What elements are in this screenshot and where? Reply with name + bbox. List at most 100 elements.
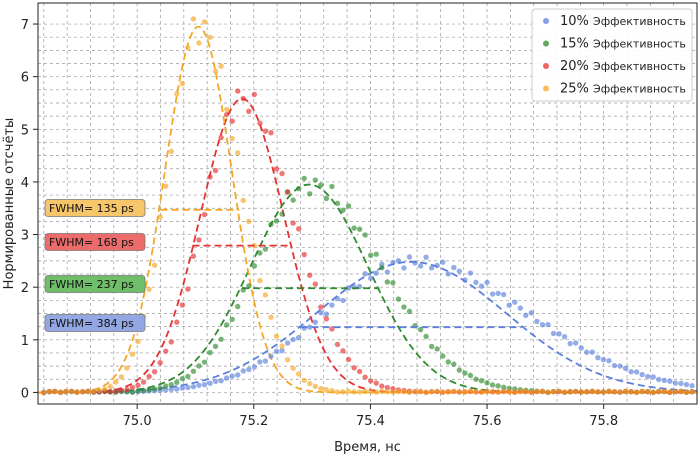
data-point (246, 366, 252, 373)
data-point (395, 258, 402, 264)
data-point (251, 91, 258, 98)
data-point (41, 389, 47, 396)
data-point (74, 389, 80, 395)
data-point (102, 386, 108, 392)
data-point (257, 250, 263, 256)
fwhm-lines (160, 208, 523, 329)
data-point (174, 386, 180, 392)
data-point (645, 373, 651, 380)
data-point (207, 380, 213, 386)
data-point (517, 305, 523, 311)
data-point (473, 376, 479, 382)
data-point (584, 389, 590, 395)
data-point (312, 281, 318, 287)
data-point (68, 388, 75, 395)
data-point (262, 246, 269, 252)
data-point (556, 331, 562, 337)
fwhm-badge-label: FWHM= 384 ps (49, 317, 134, 330)
data-point (428, 343, 435, 350)
data-point (229, 118, 235, 124)
data-point (323, 311, 330, 317)
data-point (351, 365, 357, 371)
plot-frame (37, 2, 698, 405)
data-point (395, 388, 402, 395)
data-point (384, 269, 391, 275)
data-point (390, 280, 396, 286)
data-point (323, 195, 330, 202)
data-point (223, 322, 230, 328)
data-point (467, 388, 474, 395)
data-point (151, 386, 158, 392)
legend-entry: 20% Эффективность (560, 59, 686, 74)
data-point (212, 343, 219, 349)
data-point (201, 19, 208, 25)
data-point (445, 389, 451, 395)
data-point (218, 336, 224, 342)
legend-marker (543, 63, 549, 69)
data-point (157, 360, 163, 366)
data-point (484, 279, 490, 286)
data-point (622, 365, 629, 372)
data-point (79, 389, 86, 395)
data-point (428, 265, 435, 271)
data-point (401, 265, 407, 271)
data-point (406, 389, 413, 396)
data-point (633, 389, 640, 395)
data-point (473, 279, 479, 286)
data-point (163, 183, 169, 189)
data-point (368, 378, 374, 384)
data-point (90, 388, 97, 395)
data-point (257, 120, 263, 126)
data-point (146, 373, 152, 380)
data-point (500, 291, 507, 298)
data-point (196, 237, 202, 243)
data-point (672, 380, 679, 386)
data-point (118, 387, 125, 394)
data-point (689, 383, 695, 389)
data-point (185, 286, 191, 292)
data-point (645, 388, 651, 395)
x-tick-label: 75.8 (589, 414, 618, 429)
data-point (229, 135, 235, 142)
data-point (445, 359, 451, 365)
data-point (390, 259, 396, 266)
data-point (500, 384, 507, 390)
data-point (168, 339, 174, 345)
data-point (417, 326, 424, 333)
data-point (661, 388, 668, 395)
data-point (451, 264, 457, 271)
data-point (273, 348, 280, 354)
data-point (163, 387, 169, 393)
data-point (57, 389, 64, 395)
data-point (307, 380, 313, 387)
data-point (174, 91, 180, 97)
data-point (440, 353, 446, 359)
data-point (240, 95, 246, 102)
data-point (113, 379, 119, 385)
data-point (190, 16, 197, 22)
data-point (500, 388, 507, 395)
data-point (329, 326, 335, 332)
data-point (423, 254, 429, 260)
data-point (550, 330, 557, 337)
data-point (129, 389, 136, 395)
data-point (284, 189, 291, 195)
data-point (196, 40, 202, 46)
data-point (362, 374, 368, 380)
data-point (678, 388, 684, 395)
data-point (290, 197, 296, 203)
data-point (201, 359, 208, 365)
data-point (345, 356, 352, 363)
data-point (434, 262, 440, 269)
data-point (628, 369, 634, 375)
data-point (334, 295, 341, 302)
data-point (489, 291, 496, 297)
data-point (539, 321, 546, 328)
data-point (379, 388, 385, 395)
data-point (185, 384, 191, 391)
data-point (356, 226, 363, 232)
data-point (290, 336, 296, 343)
data-point (683, 381, 690, 388)
data-point (456, 268, 463, 274)
data-point (561, 389, 568, 395)
